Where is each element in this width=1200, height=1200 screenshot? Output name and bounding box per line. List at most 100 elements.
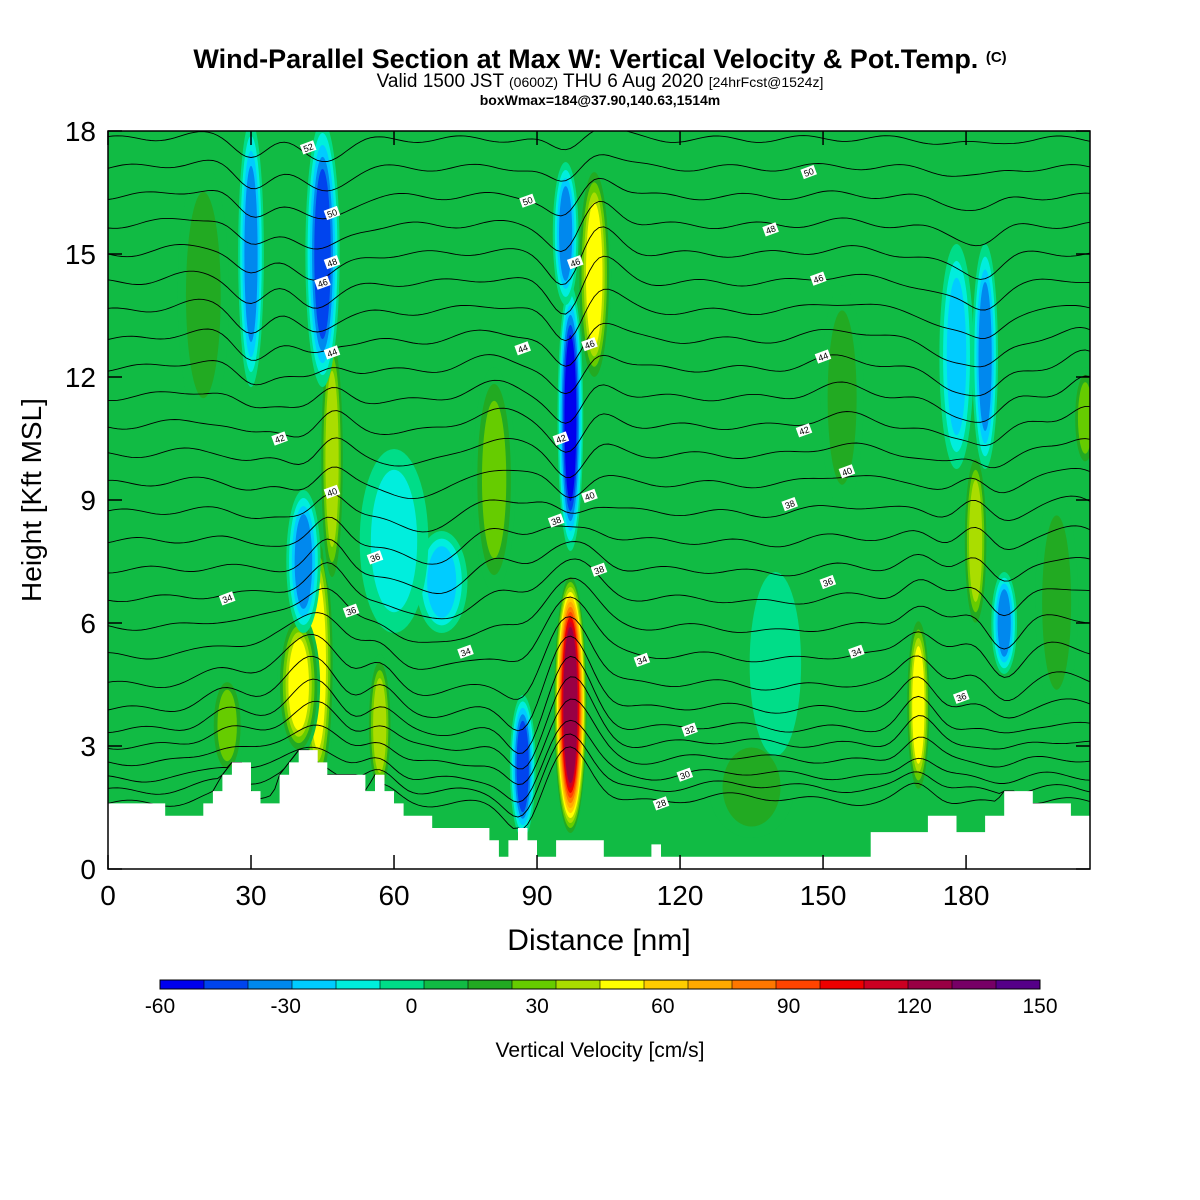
contour-label-bg (681, 722, 698, 737)
theta-contour-35 (108, 577, 1090, 650)
theta-contour-28 (108, 719, 1090, 803)
theta-contour-27 (108, 733, 1090, 818)
contour-label-bg (781, 497, 798, 512)
colorbar-swatch (336, 980, 381, 989)
contour-label-14: 42 (552, 431, 570, 446)
velocity-band (325, 370, 339, 548)
x-tick-label: 180 (943, 880, 990, 911)
contour-label-32: 36 (953, 689, 970, 704)
contour-label-bg (342, 603, 360, 618)
contour-label-18: 34 (457, 644, 474, 659)
colorbar-swatch (248, 980, 293, 989)
contour-label-10: 50 (519, 193, 536, 208)
valid-utc: (0600Z) (509, 74, 559, 90)
theta-contour-47 (108, 255, 1090, 315)
velocity-band (516, 720, 529, 813)
contour-label-31: 34 (848, 644, 865, 659)
colorbar-tick-label: 60 (651, 995, 674, 1018)
contour-label-12: 44 (514, 341, 531, 356)
colorbar-swatch (908, 980, 953, 989)
contour-label-bg (323, 484, 341, 499)
theta-contour-33 (108, 616, 1090, 702)
velocity-feature-15 (238, 131, 264, 387)
velocity-band (427, 546, 457, 618)
velocity-feature-4 (319, 326, 345, 592)
contour-label-text: 36 (369, 551, 382, 564)
y-tick-label: 0 (80, 854, 96, 885)
colorbar-swatch (996, 980, 1041, 989)
colorbar-tick-label: 120 (897, 995, 932, 1018)
y-tick-label: 3 (80, 731, 96, 762)
contour-label-text: 38 (550, 515, 563, 528)
colorbar-label: Vertical Velocity [cm/s] (496, 1039, 705, 1062)
contour-label-bg (581, 337, 598, 352)
contour-label-19: 34 (633, 652, 651, 667)
contour-label-bg (581, 488, 598, 503)
velocity-feature-26 (749, 572, 802, 756)
contour-label-text: 30 (679, 769, 692, 782)
colorbar-swatch (688, 980, 733, 989)
contour-label-text: 46 (316, 277, 329, 290)
x-tick-label: 90 (521, 880, 552, 911)
contour-label-text: 34 (221, 592, 234, 605)
x-tick-label: 30 (235, 880, 266, 911)
contour-label-bg (800, 164, 817, 180)
contour-label-bg (848, 644, 865, 659)
contour-label-text: 36 (822, 576, 835, 589)
x-axis-label: Distance [nm] (507, 924, 690, 957)
contour-label-bg (652, 796, 670, 811)
contour-label-text: 42 (555, 433, 568, 446)
theta-contour-51 (108, 154, 1090, 192)
terrain (108, 750, 1090, 869)
contour-label-bg (810, 271, 827, 286)
contour-label-text: 48 (326, 256, 339, 269)
contour-label-7: 36 (366, 550, 384, 565)
colorbar-tick-label: 90 (777, 995, 800, 1018)
vertical-velocity-field (177, 131, 1090, 838)
contour-label-bg (299, 140, 317, 155)
velocity-band (968, 480, 983, 602)
colorbar-swatch (644, 980, 689, 989)
theta-contour-39 (108, 493, 1090, 533)
velocity-band (1077, 382, 1090, 454)
title-mark: (C) (985, 49, 1007, 66)
velocity-band (185, 191, 221, 399)
contour-label-bg (323, 345, 341, 360)
colorbar-swatch (204, 980, 249, 989)
contour-label-text: 46 (812, 273, 825, 286)
velocity-band (1042, 515, 1072, 690)
velocity-feature-7 (577, 162, 612, 387)
contour-label-bg (457, 644, 474, 659)
colorbar-swatch (468, 980, 513, 989)
contour-label-6: 40 (323, 484, 341, 499)
velocity-feature-9 (962, 449, 989, 633)
colorbar-swatch (820, 980, 865, 989)
velocity-feature-19 (509, 695, 536, 838)
contour-label-21: 30 (676, 767, 694, 782)
contour-label-text: 32 (683, 724, 696, 737)
theta-contour-41 (108, 437, 1090, 478)
contour-label-text: 34 (636, 654, 649, 667)
y-tick-label: 6 (80, 608, 96, 639)
velocity-feature-24 (991, 572, 1018, 674)
colorbar-swatch (952, 980, 997, 989)
velocity-band (749, 572, 802, 756)
contour-label-1: 50 (323, 205, 341, 221)
forecast-info: [24hrFcst@1524z] (708, 74, 824, 90)
velocity-feature-13 (177, 162, 230, 428)
contour-label-text: 36 (955, 691, 968, 704)
theta-contour-34 (108, 596, 1090, 678)
contour-label-text: 40 (841, 465, 854, 478)
contour-label-bg (552, 431, 570, 446)
x-tick-label: 60 (378, 880, 409, 911)
terrain-mask (108, 750, 1090, 869)
contour-label-3: 46 (314, 275, 331, 290)
colorbar-swatch (160, 980, 205, 989)
y-tick-label: 18 (65, 116, 96, 147)
velocity-feature-23 (939, 244, 974, 469)
contour-label-bg (323, 205, 341, 221)
velocity-feature-8 (905, 613, 932, 797)
contour-label-5: 42 (271, 431, 288, 446)
